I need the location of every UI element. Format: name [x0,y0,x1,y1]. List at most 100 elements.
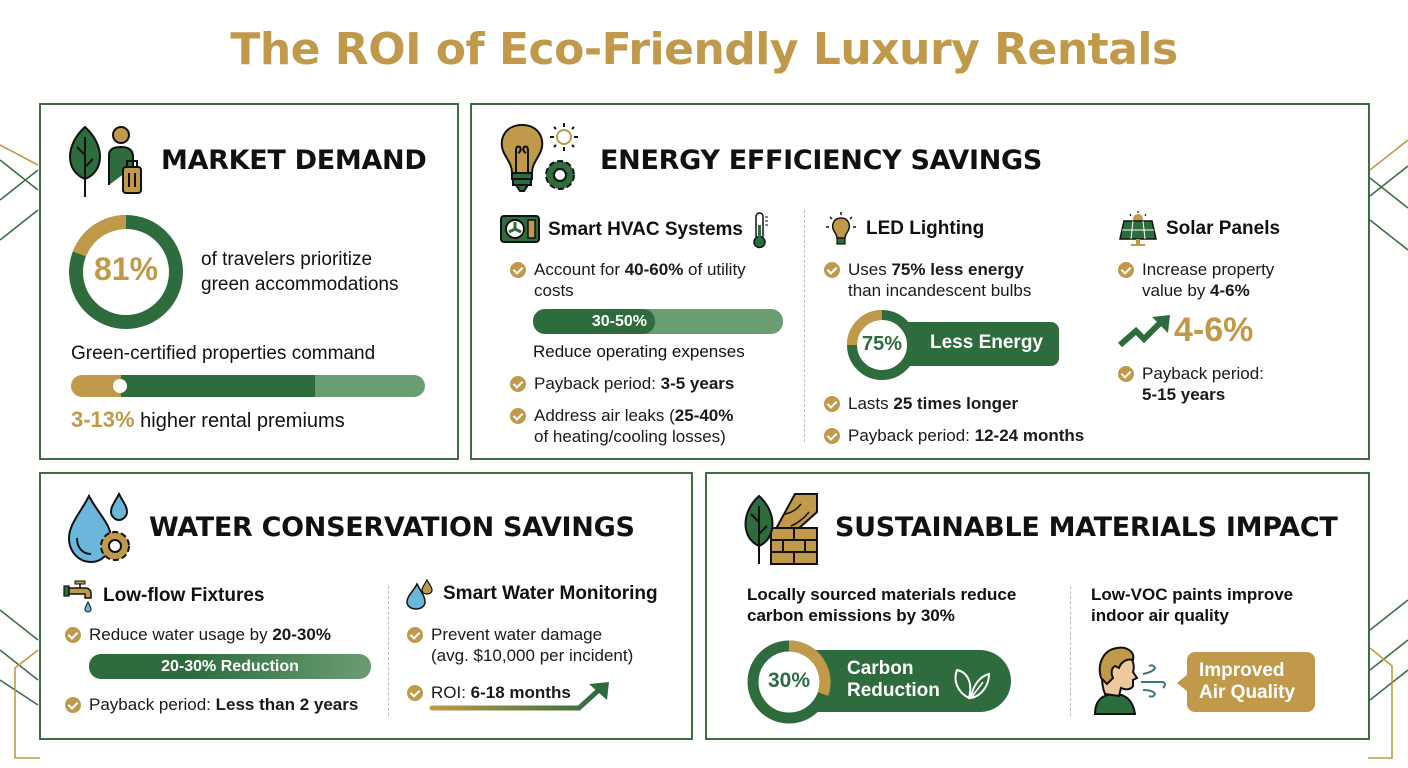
market-demand-heading: MARKET DEMAND [161,145,427,176]
materials-heading: SUSTAINABLE MATERIALS IMPACT [835,512,1338,543]
thermometer-icon [753,212,769,249]
hvac-bullet-leaks: Address air leaks (25-40% of heating/cool… [510,405,733,447]
text-bold: 3-5 years [660,374,735,393]
hvac-title: Smart HVAC Systems [548,219,744,240]
text-bold: 25-40% [674,406,734,425]
led-bullet-payback: Payback period: 12-24 months [824,425,1084,446]
hvac-bullet-payback: Payback period: 3-5 years [510,373,734,394]
solar-bullet-payback: Payback period: 5-15 years [1118,363,1264,405]
lowflow-title-row: Low-flow Fixtures [63,578,265,614]
monitor-title: Smart Water Monitoring [443,583,658,604]
divider [388,586,389,716]
led-donut-75 [847,310,917,380]
led-donut-value: 75% [861,333,903,355]
check-icon [65,627,81,643]
text: Uses [848,260,892,279]
leaf-traveler-icon [69,125,142,197]
page-title: The ROI of Eco-Friendly Luxury Rentals [230,24,1178,75]
lowflow-reduction-bar: 20-30% Reduction [89,654,371,679]
text-bold: 20-30% [272,625,331,644]
hvac-title-row: Smart HVAC Systems [500,211,769,249]
hvac-unit-icon [500,215,540,243]
monitor-bullet-damage: Prevent water damage (avg. $10,000 per in… [407,624,633,666]
text-bold: 6-18 months [470,683,571,702]
check-icon [1118,262,1134,278]
local-materials-text: Locally sourced materials reduce carbon … [747,584,1016,626]
text: Account for [534,260,625,279]
carbon-donut-30 [747,640,831,724]
energy-heading: ENERGY EFFICIENCY SAVINGS [600,145,1042,176]
premium-value: 3-13% [71,407,135,432]
text: Increase property [1142,260,1275,279]
check-icon [510,376,526,392]
hvac-bar-caption: Reduce operating expenses [533,342,745,361]
lowflow-bullet-usage: Reduce water usage by 20-30% [65,624,331,645]
check-icon [65,697,81,713]
solar-title-row: Solar Panels [1118,211,1280,247]
divider [1070,586,1071,716]
solar-panel-icon [1119,211,1157,246]
bar-label: Green-certified properties command [71,343,376,364]
text: Locally sourced materials reduce [747,585,1017,604]
water-conservation-panel: WATER CONSERVATION SAVINGS Low-flow Fixt… [39,472,693,740]
energy-efficiency-panel: ENERGY EFFICIENCY SAVINGS Smart HVAC Sys… [470,103,1370,460]
hvac-savings-bar: 30-50% [533,309,783,334]
water-drop-gear-icon [67,492,130,564]
hvac-bullet-utility: Account for 40-60% of utility costs [510,259,746,301]
check-icon [510,262,526,278]
check-icon [824,396,840,412]
speech-pointer [1177,674,1188,692]
carbon-label: Carbon Reduction [847,658,940,702]
text: Reduction [847,680,940,701]
lowflow-bullet-payback: Payback period: Less than 2 years [65,694,358,715]
person-breathing-icon [1093,646,1166,715]
text: indoor air quality [1091,606,1229,625]
carbon-donut-value: 30% [767,669,811,692]
text: Carbon [847,658,914,679]
leaf-wood-bricks-icon [744,493,818,565]
text: than incandescent bulbs [848,281,1032,300]
donut-caption: of travelers prioritize green accommodat… [201,247,399,297]
text-bold: 12-24 months [974,426,1085,445]
premium-text: 3-13% higher rental premiums [71,407,345,433]
text: Payback period: [848,426,975,445]
text: carbon emissions by 30% [747,606,955,625]
text: costs [534,281,574,300]
text-bold: Less than 2 years [215,695,359,714]
donut-chart-81 [69,215,183,329]
premium-bar [71,375,425,397]
led-bullet-lifespan: Lasts 25 times longer [824,393,1018,414]
improved-air-quality-badge: Improved Air Quality [1187,652,1315,712]
lightbulb-sun-gear-icon [500,123,578,192]
text: Payback period: [1142,364,1264,383]
badge-label: Less Energy [930,332,1043,353]
text: Improved [1199,660,1285,681]
text-bold: 4-6% [1210,281,1250,300]
monitor-bullet-roi: ROI: 6-18 months [407,682,571,703]
sprout-leaves-icon [954,668,991,700]
text: Low-VOC paints improve [1091,585,1294,604]
check-icon [510,408,526,424]
text-bold: 40-60% [624,260,684,279]
text: Payback period: [534,374,661,393]
text: Reduce water usage by [89,625,273,644]
low-voc-text: Low-VOC paints improve indoor air qualit… [1091,584,1293,626]
text: ROI: [431,683,471,702]
trend-up-arrow-icon [1118,315,1170,348]
text: Address air leaks ( [534,406,675,425]
led-title: LED Lighting [866,218,985,239]
text: of heating/cooling losses) [534,427,726,446]
check-icon [407,627,423,643]
sustainable-materials-panel: SUSTAINABLE MATERIALS IMPACT Locally sou… [705,472,1370,740]
water-droplets-icon [406,578,433,610]
solar-big-value: 4-6% [1174,311,1254,349]
lowflow-title: Low-flow Fixtures [103,585,265,606]
text: of utility [683,260,746,279]
donut-caption-line2: green accommodations [201,274,399,295]
led-bullet-energy: Uses 75% less energy than incandescent bu… [824,259,1031,301]
monitor-title-row: Smart Water Monitoring [405,578,658,610]
premium-caption: higher rental premiums [140,410,345,432]
faucet-icon [63,580,92,613]
hvac-bar-value: 30-50% [533,309,655,334]
market-demand-panel: MARKET DEMAND 81% of travelers prioritiz… [39,103,459,460]
